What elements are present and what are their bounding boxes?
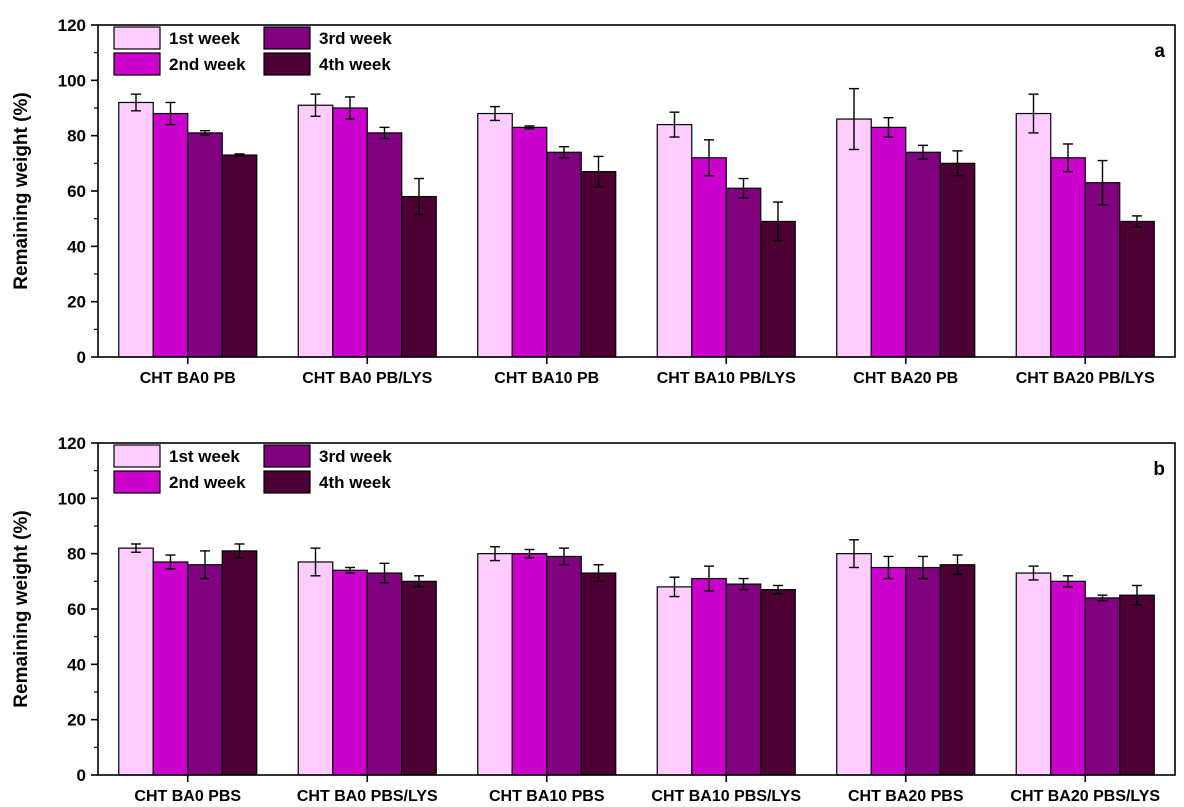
y-tick-label: 40 <box>67 237 86 256</box>
x-category-label: CHT BA10 PB/LYS <box>657 370 796 387</box>
plot-frame <box>97 24 1176 358</box>
bar-a-2-4 <box>401 195 437 358</box>
legend-label: 4th week <box>319 55 391 74</box>
legend-label: 1st week <box>169 447 240 466</box>
bar-a-4-1 <box>656 123 693 358</box>
legend-label: 1st week <box>169 29 240 48</box>
bar-a-6-1 <box>1015 112 1052 358</box>
bar-b-6-4 <box>1119 594 1155 776</box>
bar-b-1-4 <box>221 550 258 776</box>
y-axis-title: Remaining weight (%) <box>11 510 32 707</box>
bar-b-6-1 <box>1015 572 1052 776</box>
bar-a-2-3 <box>366 132 403 358</box>
bar-b-4-1 <box>656 586 693 776</box>
legend-swatch <box>113 444 161 468</box>
bar-b-1-2 <box>152 561 189 776</box>
legend-label: 2nd week <box>169 55 246 74</box>
bar-a-5-3 <box>905 151 941 358</box>
y-tick-label: 20 <box>67 293 86 312</box>
y-tick-label: 80 <box>67 127 86 146</box>
plot-frame <box>97 442 1176 776</box>
x-category-label: CHT BA20 PBS <box>848 788 964 805</box>
panel-a: 0 20 40 60 80 100 120 CHT BA0 PB CHT BA0 PB/LYS C… <box>11 16 1176 387</box>
y-tick-label: 0 <box>77 348 86 367</box>
y-tick-label: 100 <box>58 71 86 90</box>
bar-a-5-4 <box>939 162 976 358</box>
x-category-label: CHT BA20 PBS/LYS <box>1010 788 1160 805</box>
bar-b-4-4 <box>760 589 796 776</box>
x-category-label: CHT BA0 PB <box>140 370 236 387</box>
y-tick-label: 60 <box>67 600 86 619</box>
panel-b: 0 20 40 60 80 100 120 CHT BA0 PBS CHT BA0 PBS/LY… <box>11 434 1176 805</box>
bar-a-6-4 <box>1119 220 1155 358</box>
bar-a-6-2 <box>1050 157 1086 358</box>
bar-a-4-3 <box>725 187 762 358</box>
x-category-label: CHT BA20 PB/LYS <box>1016 370 1155 387</box>
bar-a-4-4 <box>760 220 796 358</box>
bar-b-3-3 <box>546 555 582 776</box>
bar-b-2-2 <box>332 569 368 776</box>
bar-a-2-1 <box>297 104 334 358</box>
panel-label: a <box>1154 41 1165 62</box>
legend-label: 2nd week <box>169 473 246 492</box>
bar-b-6-3 <box>1084 597 1121 776</box>
x-category-label: CHT BA0 PBS/LYS <box>297 788 438 805</box>
bar-a-1-1 <box>118 101 154 358</box>
bar-a-2-2 <box>332 107 368 358</box>
bar-b-3-4 <box>580 572 617 776</box>
bar-b-3-1 <box>477 553 513 776</box>
legend-swatch <box>263 470 311 494</box>
legend-swatch <box>113 26 161 50</box>
bar-a-1-4 <box>221 154 258 358</box>
legend-swatch <box>113 470 161 494</box>
legend-label: 3rd week <box>319 29 392 48</box>
y-tick-label: 120 <box>58 434 86 453</box>
panel-label: b <box>1153 459 1165 480</box>
bar-b-5-4 <box>939 564 976 776</box>
x-category-label: CHT BA10 PBS <box>489 788 605 805</box>
bar-b-4-3 <box>725 583 762 776</box>
legend-label: 4th week <box>319 473 391 492</box>
bar-a-5-2 <box>870 126 907 358</box>
bar-a-3-4 <box>580 171 617 358</box>
y-tick-label: 20 <box>67 711 86 730</box>
y-tick-label: 60 <box>67 182 86 201</box>
bar-b-6-2 <box>1050 580 1086 776</box>
y-tick-label: 0 <box>77 766 86 785</box>
legend-swatch <box>263 52 311 76</box>
bar-a-3-1 <box>477 112 513 358</box>
bar-b-1-1 <box>118 547 154 776</box>
bar-b-2-4 <box>401 580 437 776</box>
legend-swatch <box>113 52 161 76</box>
bar-b-2-3 <box>366 572 403 776</box>
x-category-label: CHT BA10 PB <box>494 370 599 387</box>
legend-label: 3rd week <box>319 447 392 466</box>
bar-b-4-2 <box>691 577 727 776</box>
bar-a-5-1 <box>836 118 872 358</box>
y-tick-label: 120 <box>58 16 86 35</box>
bar-a-4-2 <box>691 157 727 358</box>
bar-b-5-3 <box>905 566 941 776</box>
bar-b-2-1 <box>297 561 334 776</box>
x-category-label: CHT BA20 PB <box>853 370 958 387</box>
legend-swatch <box>263 444 311 468</box>
bar-b-1-3 <box>187 564 223 776</box>
y-axis-title: Remaining weight (%) <box>11 92 32 289</box>
bar-b-5-1 <box>836 553 872 776</box>
bar-b-3-2 <box>511 553 548 776</box>
x-category-label: CHT BA10 PBS/LYS <box>651 788 801 805</box>
legend-swatch <box>263 26 311 50</box>
bar-a-3-3 <box>546 151 582 358</box>
bar-a-6-3 <box>1084 182 1121 358</box>
y-tick-label: 100 <box>58 489 86 508</box>
y-tick-label: 80 <box>67 545 86 564</box>
bar-a-3-2 <box>511 126 548 358</box>
x-category-label: CHT BA0 PBS <box>134 788 241 805</box>
x-category-label: CHT BA0 PB/LYS <box>302 370 432 387</box>
bar-a-1-2 <box>152 112 189 358</box>
bar-a-1-3 <box>187 132 223 358</box>
bar-b-5-2 <box>870 566 907 776</box>
y-tick-label: 40 <box>67 655 86 674</box>
